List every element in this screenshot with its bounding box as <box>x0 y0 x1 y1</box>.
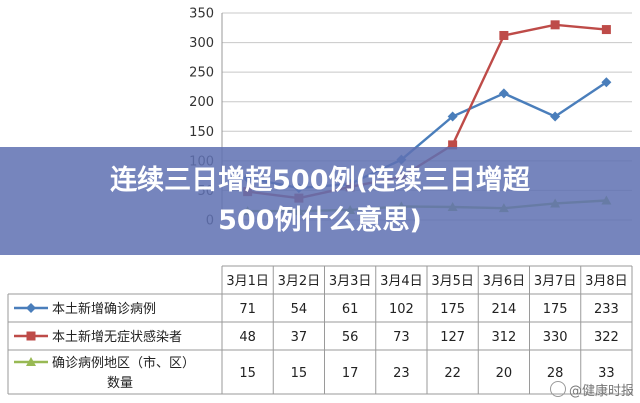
banner-line-1: 连续三日增超500例(连续三日增超 <box>110 165 530 196</box>
data-label: 175 <box>440 302 465 317</box>
y-tick-label: 150 <box>189 125 214 140</box>
data-point <box>448 140 458 150</box>
data-label: 102 <box>389 302 414 317</box>
banner-line-2: 500例什么意思) <box>218 205 422 236</box>
data-label: 23 <box>393 366 410 381</box>
data-label: 312 <box>491 330 516 345</box>
data-label: 28 <box>547 366 564 381</box>
data-label: 175 <box>543 302 568 317</box>
data-label: 61 <box>342 302 359 317</box>
x-category-label: 3月8日 <box>585 274 628 289</box>
y-tick-label: 250 <box>189 66 214 81</box>
data-label: 322 <box>594 330 619 345</box>
data-label: 71 <box>239 302 256 317</box>
data-point <box>601 77 612 88</box>
series-name-label: 本土新增确诊病例 <box>52 301 156 317</box>
data-point <box>499 30 509 40</box>
x-category-label: 3月6日 <box>483 274 526 289</box>
data-label: 56 <box>342 330 359 345</box>
data-label: 15 <box>291 366 308 381</box>
watermark: @健康时报 <box>549 380 634 399</box>
x-category-label: 3月2日 <box>278 274 321 289</box>
series-name-label: 本土新增无症状感染者 <box>52 329 182 345</box>
data-label: 127 <box>440 330 465 345</box>
data-label: 33 <box>598 366 615 381</box>
data-label: 214 <box>491 302 516 317</box>
data-label: 330 <box>543 330 568 345</box>
x-category-label: 3月1日 <box>226 274 269 289</box>
x-category-label: 3月7日 <box>534 274 577 289</box>
data-table: 3月1日 3月2日 3月3日 3月4日 3月5日 3月6日 3月7日 3月8日本土新增确诊病例… <box>7 265 633 395</box>
data-label: 54 <box>291 302 308 317</box>
data-label: 17 <box>342 366 359 381</box>
x-category-label: 3月5日 <box>431 274 474 289</box>
data-label: 22 <box>444 366 461 381</box>
data-label: 233 <box>594 302 619 317</box>
weibo-icon <box>549 381 566 397</box>
data-point <box>601 25 611 35</box>
data-label: 73 <box>393 330 410 345</box>
data-label: 37 <box>291 330 308 345</box>
x-category-label: 3月4日 <box>380 274 423 289</box>
y-tick-label: 200 <box>189 95 214 110</box>
watermark-text: @健康时报 <box>568 384 634 399</box>
data-label: 48 <box>239 330 256 345</box>
data-point <box>498 88 509 99</box>
data-label: 20 <box>496 366 513 381</box>
series-name-label: 确诊病例地区（市、区） <box>52 355 195 371</box>
y-tick-label: 350 <box>189 7 214 22</box>
title-banner: 连续三日增超500例(连续三日增超 500例什么意思) <box>0 147 640 255</box>
legend-marker <box>26 331 36 341</box>
legend-marker <box>26 303 36 313</box>
data-point <box>550 20 560 30</box>
data-point <box>550 111 561 122</box>
y-tick-label: 300 <box>189 36 214 51</box>
legend-marker <box>26 357 36 366</box>
data-label: 15 <box>239 366 256 381</box>
x-category-label: 3月3日 <box>329 274 372 289</box>
series-name-label: 数量 <box>107 376 133 391</box>
data-point <box>447 111 458 122</box>
